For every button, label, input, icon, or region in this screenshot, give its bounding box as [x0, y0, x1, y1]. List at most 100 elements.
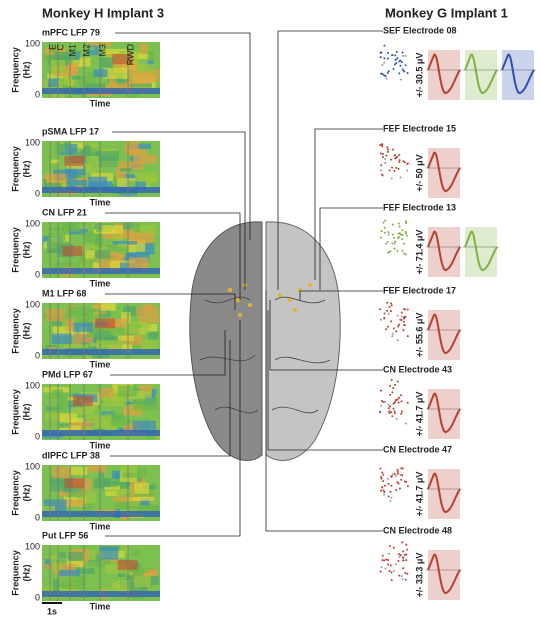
cluster-dot [381, 64, 383, 66]
cluster-dot [392, 224, 394, 226]
cluster-dot [398, 154, 400, 156]
cluster-dot [407, 72, 409, 74]
cluster-dot [391, 571, 393, 573]
cluster-dot [389, 251, 391, 253]
spectrogram-patch [86, 415, 111, 422]
y-axis-label: (Hz) [21, 485, 31, 502]
cluster-dot [379, 411, 381, 413]
cluster-dot [397, 560, 399, 562]
cluster-dot [388, 407, 390, 409]
cluster-dot [393, 170, 395, 172]
amplitude-label: +/- 55.6 μV [414, 313, 424, 358]
cluster-dot [384, 162, 386, 164]
cluster-dot [386, 310, 388, 312]
cluster-dot [392, 149, 394, 151]
low-band [42, 268, 160, 274]
low-band [42, 88, 160, 94]
cluster-dot [404, 572, 406, 574]
cluster-dot [404, 554, 406, 556]
cluster-dot [403, 243, 405, 245]
cluster-dot [393, 237, 395, 239]
spectrogram-patch [133, 155, 157, 164]
cluster-dot [387, 151, 389, 153]
cluster-dot [396, 418, 398, 420]
cluster-dot [387, 478, 389, 480]
cluster-dot [398, 575, 400, 577]
cluster-dot [400, 319, 402, 321]
spectrogram-patch [88, 177, 107, 188]
y-tick-label: 100 [25, 380, 40, 390]
cluster-dot [394, 473, 396, 475]
spectrogram-patch [140, 44, 149, 54]
cluster-dot [405, 481, 407, 483]
cluster-dot [396, 250, 398, 252]
spectrogram-patch [95, 250, 110, 258]
spectrogram-patch [100, 388, 114, 398]
cluster-dot [396, 156, 398, 158]
spectrogram-patch [64, 142, 71, 147]
cluster-dot [383, 222, 385, 224]
cluster-dot [400, 474, 402, 476]
cluster-dot [399, 65, 401, 67]
cluster-dot [398, 236, 400, 238]
spectrogram-patch [130, 84, 152, 88]
cluster-dot [387, 404, 389, 406]
cluster-dot [380, 476, 382, 478]
spectrogram [42, 545, 160, 601]
y-tick-label: 0 [35, 431, 40, 441]
event-label: M2 [81, 44, 91, 57]
low-band [42, 430, 160, 436]
cluster-dot [405, 220, 407, 222]
spectrogram-patch [96, 151, 119, 161]
y-tick-label: 0 [35, 512, 40, 522]
y-axis-label: Frequency [10, 470, 20, 516]
cluster-dot [389, 545, 391, 547]
spectrogram-patch [93, 69, 107, 77]
spectrogram-patch [62, 222, 80, 232]
x-axis-label: Time [90, 197, 111, 207]
cluster-dot [398, 168, 400, 170]
cluster-dot [387, 326, 389, 328]
cluster-dot [401, 61, 403, 63]
spectrogram-patch [102, 225, 123, 234]
cluster-dot [402, 55, 404, 57]
spectrogram-patch [104, 487, 120, 490]
y-axis-label: Frequency [10, 47, 20, 93]
y-tick-label: 100 [25, 461, 40, 471]
spike-panel [380, 45, 536, 100]
cluster-dot [394, 241, 396, 243]
cluster-dot [389, 385, 391, 387]
amplitude-label: +/- 41.7 μV [414, 392, 424, 437]
cluster-dot [379, 144, 381, 146]
spectrogram-patch [112, 471, 120, 479]
spectrogram [42, 222, 160, 278]
cluster-dot [392, 387, 394, 389]
amplitude-label: +/- 50 μV [414, 154, 424, 191]
spectrogram-patch [118, 386, 137, 397]
cluster-dot [388, 495, 390, 497]
cluster-dot [395, 475, 397, 477]
cluster-dot [393, 248, 395, 250]
high-power [62, 246, 82, 256]
cluster-dot [398, 226, 400, 228]
x-axis-label: Time [90, 440, 111, 450]
cluster-dot [387, 58, 389, 60]
cluster-dot [380, 319, 382, 321]
panel-label: CN Electrode 47 [383, 444, 452, 454]
spectrogram-patch [134, 483, 149, 494]
cluster-dot [395, 62, 397, 64]
y-axis-label: (Hz) [21, 404, 31, 421]
cluster-dot [384, 158, 386, 160]
cluster-dot [398, 397, 400, 399]
amplitude-label: +/- 41.7 μV [414, 472, 424, 517]
cluster-dot [386, 146, 388, 148]
y-axis-label: (Hz) [21, 242, 31, 259]
spectrogram-patch [121, 465, 137, 473]
cluster-dot [394, 154, 396, 156]
spectrogram-patch [112, 234, 122, 241]
cluster-dot [401, 575, 403, 577]
cluster-dot [380, 237, 382, 239]
y-tick-label: 100 [25, 38, 40, 48]
cluster-dot [387, 52, 389, 54]
y-axis-label: Frequency [10, 227, 20, 273]
